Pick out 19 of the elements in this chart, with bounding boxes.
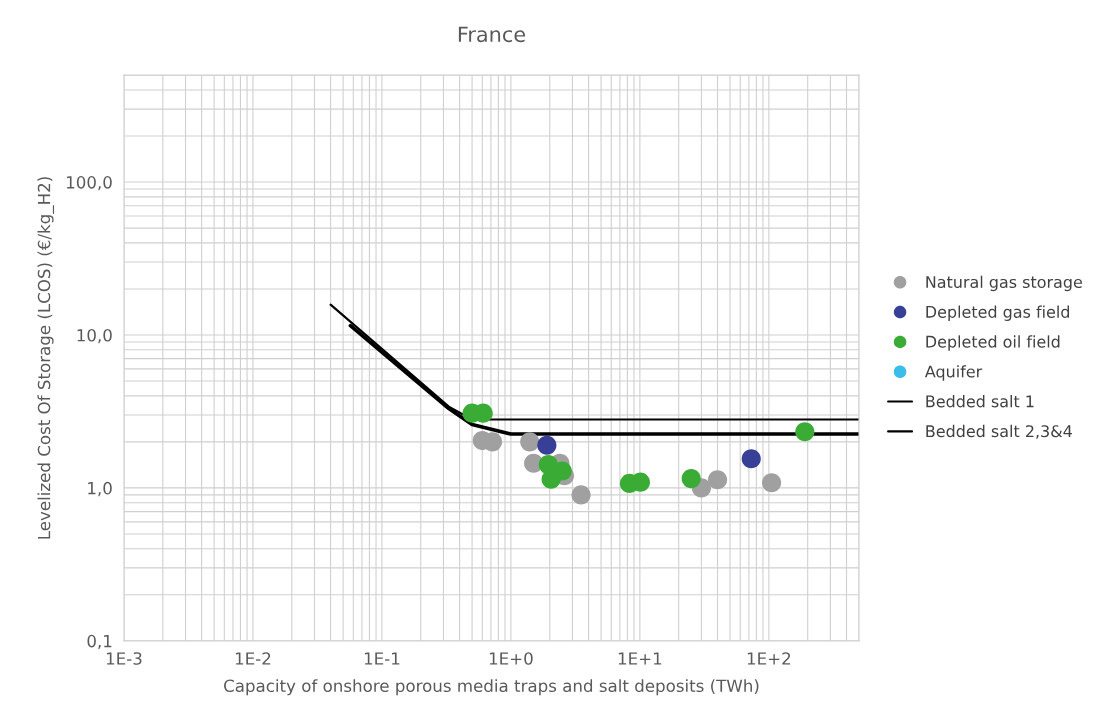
y-tick-label: 1,0 xyxy=(88,481,112,497)
y-tick-label: 0,1 xyxy=(87,634,112,650)
chart-title: France xyxy=(458,26,526,43)
x-tick-label: 1E+1 xyxy=(618,652,662,665)
x-tick-label: 1E-2 xyxy=(235,652,271,665)
legend-label: Depleted gas field xyxy=(926,305,1069,321)
x-tick-label: 1E+0 xyxy=(489,652,533,665)
legend-label: Natural gas storage xyxy=(926,275,1082,292)
y-tick-label: 10,0 xyxy=(77,328,112,344)
x-axis-title: Capacity of onshore porous media traps and salt deposits (TWh) xyxy=(224,679,759,696)
y-tick-label: 100,0 xyxy=(66,176,112,191)
x-tick-label: 1E-1 xyxy=(364,652,400,665)
legend-label: Aquifer xyxy=(924,365,983,381)
legend-label: Bedded salt 2,3&4 xyxy=(926,424,1072,439)
x-tick-label: 1E-3 xyxy=(106,652,142,665)
legend-label: Depleted oil field xyxy=(926,335,1060,351)
legend-label: Bedded salt 1 xyxy=(926,395,1034,408)
x-tick-label: 1E+2 xyxy=(747,652,791,665)
y-axis-title: Levelized Cost Of Storage (LCOS) (€/kg_H2) xyxy=(37,177,55,539)
